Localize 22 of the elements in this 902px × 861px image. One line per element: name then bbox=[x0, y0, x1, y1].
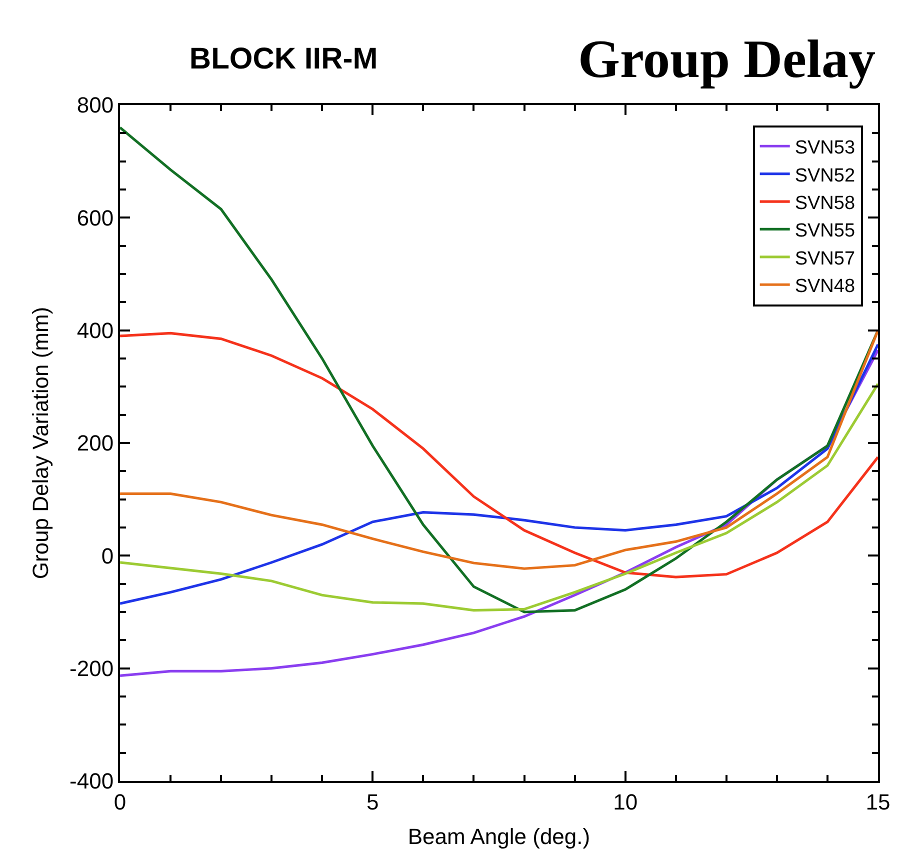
legend-label: SVN57 bbox=[794, 248, 856, 270]
legend-label: SVN52 bbox=[794, 165, 856, 186]
line-series bbox=[120, 382, 878, 612]
line-series bbox=[120, 126, 878, 614]
y-tick-label: -400 bbox=[70, 768, 114, 794]
y-tick-label: -200 bbox=[70, 656, 114, 682]
y-tick-label: 200 bbox=[76, 430, 114, 456]
y-axis-title: Group Delay Variation (mm) bbox=[28, 306, 53, 580]
y-tick-label: 600 bbox=[76, 205, 114, 230]
chart-subtitle: Group Delay bbox=[578, 29, 876, 89]
legend-label: SVN58 bbox=[794, 192, 856, 214]
x-tick-label: 15 bbox=[866, 789, 890, 814]
x-axis-title: Beam Angle (deg.) bbox=[408, 824, 590, 849]
y-tick-label: 400 bbox=[76, 318, 114, 344]
x-tick-label: 10 bbox=[613, 789, 638, 814]
x-tick-label: 5 bbox=[366, 789, 379, 814]
y-tick-label: 800 bbox=[76, 92, 114, 118]
y-tick-label: 0 bbox=[101, 543, 114, 568]
legend-label: SVN53 bbox=[794, 138, 856, 159]
chart-title: BLOCK IIR-M bbox=[189, 42, 378, 76]
legend-label: SVN48 bbox=[794, 276, 856, 298]
legend-label: SVN55 bbox=[794, 220, 856, 242]
